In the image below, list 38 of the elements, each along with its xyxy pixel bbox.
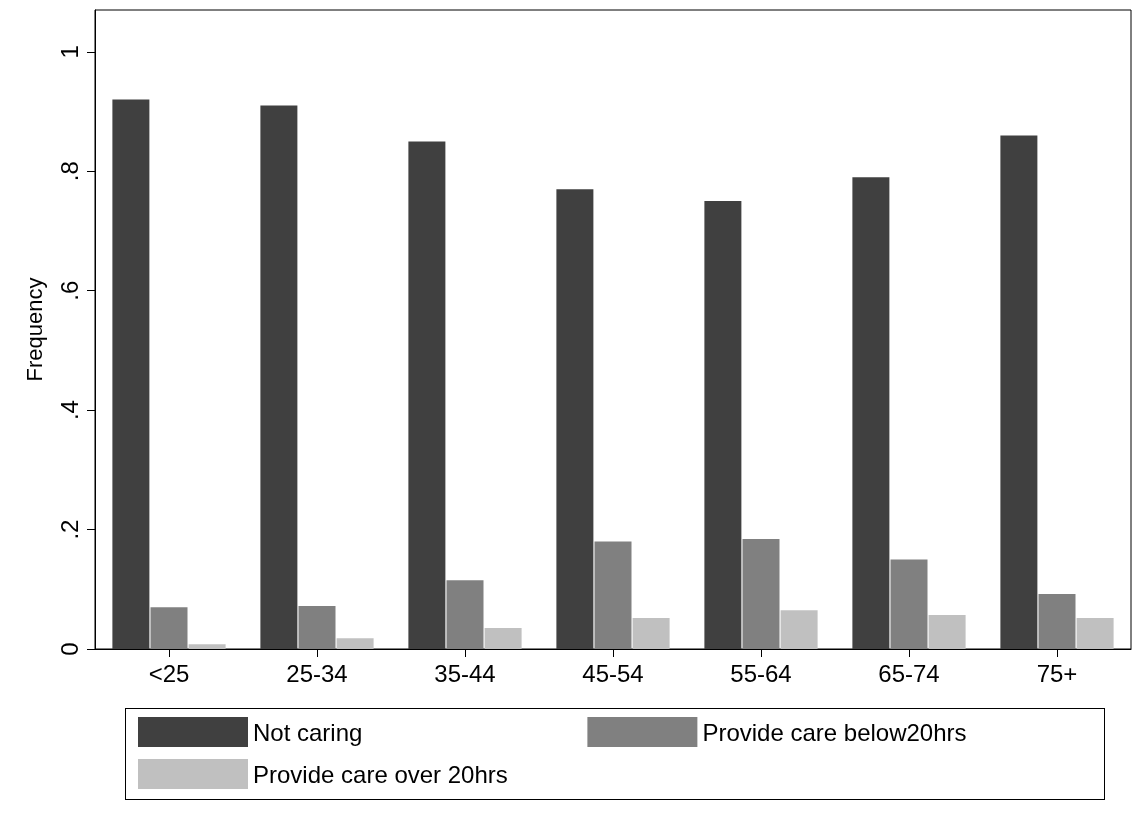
bar [780, 610, 818, 649]
y-axis-title: Frequency [21, 277, 47, 382]
bar [1000, 135, 1038, 649]
y-tick-label: .8 [55, 161, 83, 182]
x-tick-label: 75+ [1036, 659, 1078, 687]
x-tick-label: 55-64 [730, 659, 792, 687]
bar [852, 177, 890, 649]
x-tick-label: 25-34 [286, 659, 348, 687]
bar [188, 644, 226, 649]
x-tick-label: 65-74 [878, 659, 940, 687]
x-tick-label: 45-54 [582, 659, 644, 687]
y-tick-label: .6 [55, 280, 83, 301]
y-tick-label: 0 [55, 642, 83, 656]
y-tick-label: .4 [55, 400, 83, 421]
bar [594, 541, 632, 649]
y-tick-label: .2 [55, 519, 83, 540]
bar [446, 580, 484, 649]
bar [408, 141, 446, 649]
bar [484, 628, 522, 649]
bar [704, 201, 742, 649]
legend-label: Provide care over 20hrs [253, 760, 508, 788]
x-tick-label: 35-44 [434, 659, 496, 687]
bar [1038, 594, 1076, 649]
bar [890, 559, 928, 649]
bar [742, 539, 780, 649]
bar [298, 606, 336, 649]
legend-label: Not caring [253, 718, 363, 746]
legend-label: Provide care below20hrs [702, 718, 967, 746]
x-tick-label: <25 [148, 659, 190, 687]
y-tick-label: 1 [55, 45, 83, 59]
bar [336, 638, 374, 649]
bar [632, 617, 670, 649]
bar [928, 614, 966, 649]
bar [260, 105, 298, 649]
bar [112, 99, 150, 649]
bar [150, 607, 188, 649]
bar [556, 189, 594, 649]
bar [1076, 617, 1114, 649]
